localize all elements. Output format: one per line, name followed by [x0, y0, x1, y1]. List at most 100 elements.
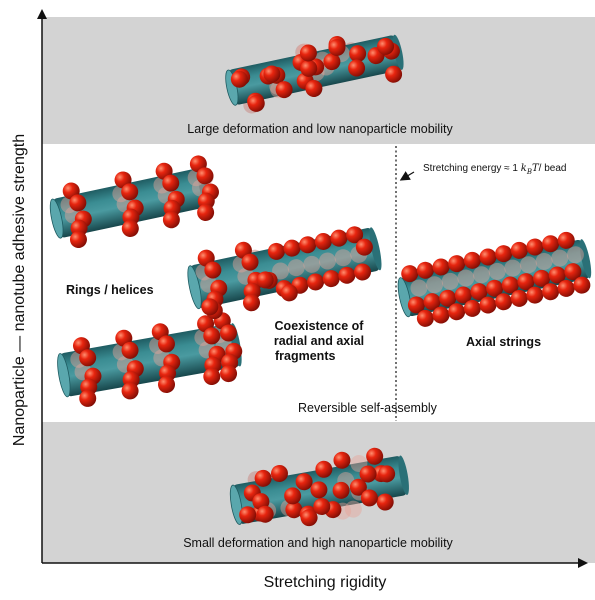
nanoparticle [323, 53, 341, 71]
y-axis-title: Nanoparticle — nanotube adhesive strengt… [11, 133, 28, 447]
nanoparticle [432, 306, 450, 324]
nanoparticle [377, 37, 395, 55]
nanoparticle [349, 478, 367, 496]
nanoparticle [517, 273, 535, 291]
nanoparticle [69, 194, 87, 212]
nanoparticle [305, 80, 323, 98]
axial-strings-label: Axial strings [466, 335, 542, 349]
nanotube-structures [49, 34, 592, 527]
nanoparticle-embedded [519, 256, 537, 274]
nanoparticle [330, 229, 348, 247]
nanoparticle [280, 284, 298, 302]
nanoparticle [201, 298, 219, 316]
nanoparticle [162, 174, 180, 192]
nanoparticle [416, 261, 434, 279]
nanoparticle-embedded [318, 252, 336, 270]
nanoparticle [338, 266, 356, 284]
nanoparticle [157, 335, 175, 353]
nanoparticle-embedded [457, 269, 475, 287]
nanoparticle [267, 242, 285, 260]
nanoparticle [332, 481, 350, 499]
nanoparticle [407, 296, 425, 314]
nanotube-body [190, 227, 380, 309]
nanoparticle [355, 238, 373, 256]
nanoparticle [463, 251, 481, 269]
nanoparticle [204, 261, 222, 279]
nanoparticle [121, 219, 139, 237]
annotation-suffix: / bead [538, 163, 567, 174]
annotation-prefix: Stretching energy ≈ 1 [423, 163, 518, 174]
nanotube-body [60, 323, 240, 397]
bottom-region-label: Small deformation and high nanoparticle … [183, 536, 453, 550]
nanotube-end [369, 227, 382, 271]
nanotube-bottom [229, 447, 409, 527]
nanoparticle [486, 279, 504, 297]
nanoparticle [495, 245, 513, 263]
nanoparticle [573, 276, 591, 294]
nanotube-end [398, 455, 409, 495]
nanoparticle-embedded [566, 246, 584, 264]
nanoparticle [348, 59, 366, 77]
nanoparticle [313, 498, 331, 516]
nanoparticle [300, 509, 318, 527]
nanoparticle [158, 376, 176, 394]
nanoparticle [247, 94, 265, 112]
nanoparticle [542, 283, 560, 301]
nanoparticle [328, 38, 346, 56]
nanoparticle [401, 265, 419, 283]
nanoparticle [220, 365, 238, 383]
nanoparticle [203, 368, 221, 386]
nanoparticle [439, 289, 457, 307]
nanoparticle [378, 465, 396, 483]
nanoparticle [69, 231, 87, 249]
nanoparticle [239, 506, 257, 524]
nanoparticle [564, 263, 582, 281]
nanoparticle-embedded [473, 266, 491, 284]
nanoparticle [254, 469, 272, 487]
nanotube-coexistence [187, 226, 382, 320]
nanoparticle [197, 203, 215, 221]
nanoparticle [557, 279, 575, 297]
nanoparticle-embedded [287, 259, 305, 277]
nanoparticle-embedded [410, 279, 428, 297]
nanoparticle [542, 235, 560, 253]
annotation-t: T [532, 163, 539, 174]
nanoparticle [315, 460, 333, 478]
nanoparticle-embedded [504, 259, 522, 277]
nanoparticle [526, 238, 544, 256]
nanoparticle [479, 248, 497, 266]
x-axis-title: Stretching rigidity [263, 574, 387, 591]
nanoparticle [376, 493, 394, 511]
nanotube-top [225, 34, 404, 114]
nanoparticle [432, 258, 450, 276]
middle-region-label: Reversible self-assembly [298, 401, 437, 415]
nanoparticle [241, 253, 259, 271]
nanoparticle [256, 505, 274, 523]
nanoparticle-embedded [535, 252, 553, 270]
nanoparticle-embedded [551, 249, 569, 267]
nanoparticle [526, 286, 544, 304]
nanoparticle [314, 232, 332, 250]
nanoparticle [495, 293, 513, 311]
nanoparticle [284, 487, 302, 505]
nanoparticle [256, 271, 274, 289]
nanoparticle [300, 59, 318, 77]
nanoparticle [360, 489, 378, 507]
nanoparticle [416, 309, 434, 327]
coexistence-line-2: radial and axial [273, 334, 365, 348]
nanoparticle-embedded [441, 272, 459, 290]
nanoparticle [333, 451, 351, 469]
rings-label: Rings / helices [66, 283, 154, 297]
nanoparticle-embedded [426, 276, 444, 294]
nanoparticle [263, 65, 281, 83]
nanoparticle [242, 294, 260, 312]
annotation-b: B [526, 168, 532, 176]
nanoparticle [423, 293, 441, 311]
nanotube-end [579, 239, 592, 279]
nanotube-rings-lower [57, 312, 243, 407]
nanoparticle [219, 324, 237, 342]
nanoparticle [79, 349, 97, 367]
nanoparticle [448, 303, 466, 321]
nanoparticle [448, 255, 466, 273]
